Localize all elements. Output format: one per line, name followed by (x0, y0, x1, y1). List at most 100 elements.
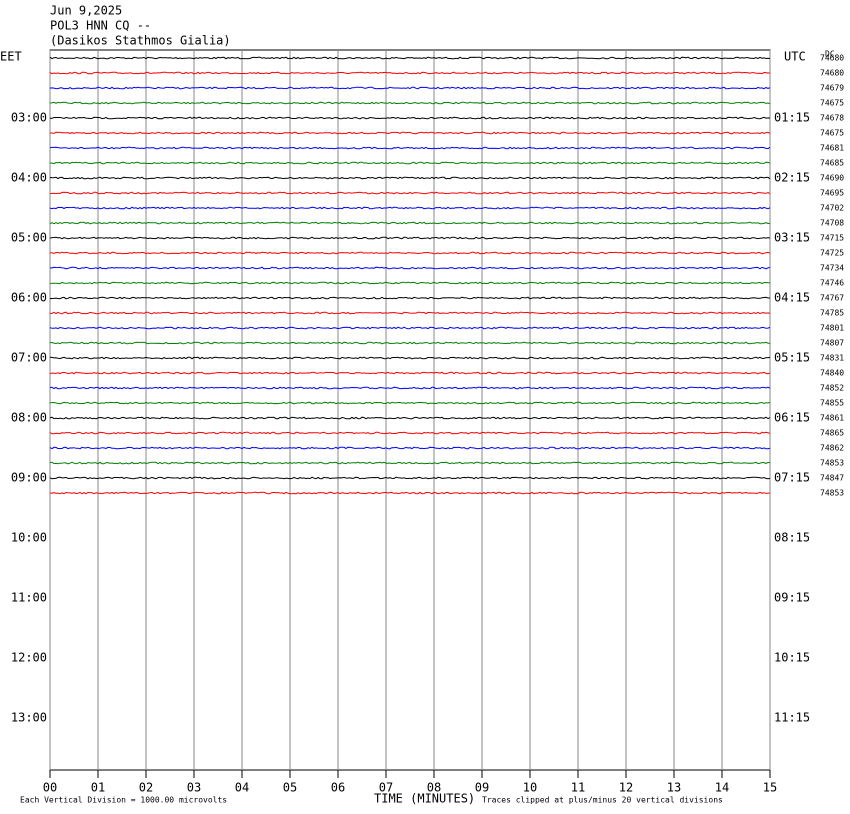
x-tick-label: 00 (43, 781, 57, 795)
x-tick-label: 15 (763, 781, 777, 795)
right-axis-label: UTC (784, 50, 806, 64)
trace-offset: 74865 (820, 429, 844, 438)
right-time-label: 11:15 (774, 711, 810, 725)
scale-note: Each Vertical Division = 1000.00 microvo… (20, 796, 227, 805)
trace-offset: 74680 (820, 54, 844, 63)
trace (49, 161, 771, 165)
trace-offset: 74801 (820, 324, 844, 333)
left-axis-label: EET (0, 50, 22, 64)
trace-offset: 74840 (820, 369, 844, 378)
trace-offset: 74675 (820, 129, 844, 138)
trace-offset: 74853 (820, 459, 844, 468)
trace-offset: 74807 (820, 339, 844, 348)
x-tick-label: 06 (331, 781, 345, 795)
right-time-label: 06:15 (774, 411, 810, 425)
trace-offset: 74831 (820, 354, 844, 363)
right-time-label: 08:15 (774, 531, 810, 545)
trace-offset: 74695 (820, 189, 844, 198)
left-time-label: 05:00 (11, 231, 47, 245)
right-time-label: 07:15 (774, 471, 810, 485)
left-time-label: 07:00 (11, 351, 47, 365)
x-tick-label: 13 (667, 781, 681, 795)
left-time-label: 09:00 (11, 471, 47, 485)
trace (49, 326, 771, 330)
x-tick-label: 01 (91, 781, 105, 795)
station-name: (Dasikos Stathmos Gialia) (50, 34, 231, 48)
x-tick-label: 07 (379, 781, 393, 795)
x-tick-label: 08 (427, 781, 441, 795)
trace-offset: 74853 (820, 489, 844, 498)
trace (49, 266, 771, 270)
trace (49, 371, 771, 375)
trace (49, 491, 771, 495)
right-time-label: 05:15 (774, 351, 810, 365)
trace (49, 311, 771, 315)
trace-offset: 74681 (820, 144, 844, 153)
trace-offset: 74767 (820, 294, 844, 303)
trace (49, 236, 771, 240)
trace (49, 176, 771, 180)
trace (50, 131, 771, 135)
trace (49, 446, 771, 450)
trace-offset: 74678 (820, 114, 844, 123)
x-tick-label: 12 (619, 781, 633, 795)
trace (49, 431, 771, 435)
trace (49, 251, 771, 255)
trace-offset: 74785 (820, 309, 844, 318)
right-time-label: 01:15 (774, 111, 810, 125)
left-time-label: 10:00 (11, 531, 47, 545)
trace-offset: 74746 (820, 279, 844, 288)
trace-offset: 74725 (820, 249, 844, 258)
right-time-label: 04:15 (774, 291, 810, 305)
trace (49, 71, 771, 75)
x-tick-label: 14 (715, 781, 729, 795)
trace-offset: 74679 (820, 84, 844, 93)
right-time-label: 09:15 (774, 591, 810, 605)
trace-offset: 74855 (820, 399, 844, 408)
x-tick-label: 02 (139, 781, 153, 795)
trace (49, 356, 771, 360)
x-tick-label: 03 (187, 781, 201, 795)
trace (49, 341, 771, 345)
trace (49, 296, 770, 300)
trace-offset: 74852 (820, 384, 844, 393)
trace-offset: 74715 (820, 234, 844, 243)
trace-offset: 74862 (820, 444, 844, 453)
station: POL3 HNN CQ -- (50, 19, 151, 33)
trace-offset: 74847 (820, 474, 844, 483)
x-tick-label: 10 (523, 781, 537, 795)
trace (49, 416, 771, 420)
trace (49, 221, 771, 225)
left-time-label: 12:00 (11, 651, 47, 665)
trace (49, 461, 771, 465)
left-time-label: 08:00 (11, 411, 47, 425)
left-time-label: 03:00 (11, 111, 47, 125)
date: Jun 9,2025 (50, 4, 122, 18)
trace (49, 476, 771, 480)
trace (49, 116, 771, 120)
trace-offset: 74690 (820, 174, 844, 183)
left-time-label: 11:00 (11, 591, 47, 605)
x-tick-label: 09 (475, 781, 489, 795)
clip-note: Traces clipped at plus/minus 20 vertical… (482, 796, 723, 805)
trace-offset: 74861 (820, 414, 844, 423)
right-time-label: 03:15 (774, 231, 810, 245)
left-time-label: 06:00 (11, 291, 47, 305)
trace (49, 386, 771, 390)
right-time-label: 10:15 (774, 651, 810, 665)
trace (49, 146, 771, 150)
trace (49, 191, 771, 195)
right-time-label: 02:15 (774, 171, 810, 185)
trace-offset: 74708 (820, 219, 844, 228)
trace (49, 86, 771, 90)
trace (49, 281, 771, 285)
trace (49, 101, 771, 105)
x-tick-label: 04 (235, 781, 249, 795)
trace (49, 206, 771, 210)
trace-offset: 74675 (820, 99, 844, 108)
left-time-label: 13:00 (11, 711, 47, 725)
trace (49, 56, 771, 60)
trace-offset: 74685 (820, 159, 844, 168)
